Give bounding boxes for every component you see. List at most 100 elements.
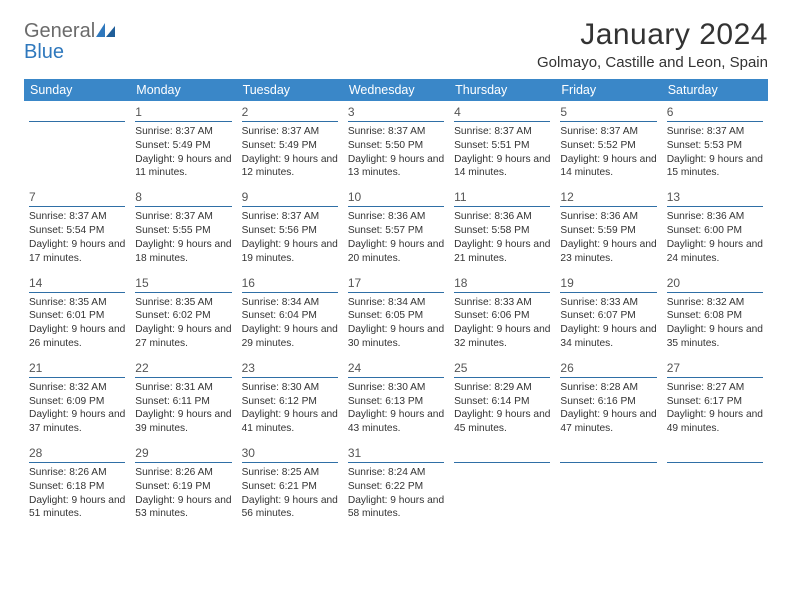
- daylight-text: Daylight: 9 hours and 56 minutes.: [242, 494, 338, 522]
- calendar-day-cell: 11Sunrise: 8:36 AMSunset: 5:58 PMDayligh…: [449, 186, 555, 271]
- sunrise-text: Sunrise: 8:37 AM: [135, 210, 231, 224]
- logo-text-general: General: [24, 20, 95, 42]
- daylight-text: Daylight: 9 hours and 43 minutes.: [348, 408, 444, 436]
- brand-logo: General Blue: [24, 18, 117, 63]
- day-number: 3: [348, 104, 444, 122]
- sunrise-text: Sunrise: 8:35 AM: [29, 296, 125, 310]
- sunrise-text: Sunrise: 8:26 AM: [135, 466, 231, 480]
- daylight-text: Daylight: 9 hours and 23 minutes.: [560, 238, 656, 266]
- day-number: 2: [242, 104, 338, 122]
- month-title: January 2024: [537, 18, 768, 52]
- sunrise-text: Sunrise: 8:36 AM: [560, 210, 656, 224]
- daylight-text: Daylight: 9 hours and 18 minutes.: [135, 238, 231, 266]
- calendar-day-cell: 17Sunrise: 8:34 AMSunset: 6:05 PMDayligh…: [343, 272, 449, 357]
- calendar-day-cell: 25Sunrise: 8:29 AMSunset: 6:14 PMDayligh…: [449, 357, 555, 442]
- daylight-text: Daylight: 9 hours and 19 minutes.: [242, 238, 338, 266]
- sunset-text: Sunset: 5:50 PM: [348, 139, 444, 153]
- daylight-text: Daylight: 9 hours and 27 minutes.: [135, 323, 231, 351]
- sunset-text: Sunset: 6:12 PM: [242, 395, 338, 409]
- sunrise-text: Sunrise: 8:28 AM: [560, 381, 656, 395]
- sunrise-text: Sunrise: 8:33 AM: [454, 296, 550, 310]
- sunrise-text: Sunrise: 8:37 AM: [135, 125, 231, 139]
- sunset-text: Sunset: 6:08 PM: [667, 309, 763, 323]
- sunrise-text: Sunrise: 8:37 AM: [454, 125, 550, 139]
- sunset-text: Sunset: 5:55 PM: [135, 224, 231, 238]
- calendar-day-cell: 14Sunrise: 8:35 AMSunset: 6:01 PMDayligh…: [24, 272, 130, 357]
- page-header: General Blue January 2024 Golmayo, Casti…: [24, 18, 768, 71]
- day-number: 14: [29, 275, 125, 293]
- sunset-text: Sunset: 6:16 PM: [560, 395, 656, 409]
- calendar-table: SundayMondayTuesdayWednesdayThursdayFrid…: [24, 79, 768, 527]
- daylight-text: Daylight: 9 hours and 20 minutes.: [348, 238, 444, 266]
- calendar-day-cell: 2Sunrise: 8:37 AMSunset: 5:49 PMDaylight…: [237, 101, 343, 186]
- sunset-text: Sunset: 5:51 PM: [454, 139, 550, 153]
- day-number: 1: [135, 104, 231, 122]
- calendar-day-cell: 22Sunrise: 8:31 AMSunset: 6:11 PMDayligh…: [130, 357, 236, 442]
- sunrise-text: Sunrise: 8:37 AM: [348, 125, 444, 139]
- sunrise-text: Sunrise: 8:37 AM: [29, 210, 125, 224]
- sunrise-text: Sunrise: 8:36 AM: [667, 210, 763, 224]
- calendar-day-cell: 10Sunrise: 8:36 AMSunset: 5:57 PMDayligh…: [343, 186, 449, 271]
- sunset-text: Sunset: 6:14 PM: [454, 395, 550, 409]
- sunrise-text: Sunrise: 8:33 AM: [560, 296, 656, 310]
- day-number: 5: [560, 104, 656, 122]
- calendar-day-cell: 8 Sunrise: 8:37 AMSunset: 5:55 PMDaylight…: [130, 186, 236, 271]
- sunrise-text: Sunrise: 8:30 AM: [242, 381, 338, 395]
- daylight-text: Daylight: 9 hours and 58 minutes.: [348, 494, 444, 522]
- daylight-text: Daylight: 9 hours and 34 minutes.: [560, 323, 656, 351]
- calendar-header-row: SundayMondayTuesdayWednesdayThursdayFrid…: [24, 79, 768, 101]
- daylight-text: Daylight: 9 hours and 39 minutes.: [135, 408, 231, 436]
- calendar-day-cell: [555, 442, 661, 527]
- daylight-text: Daylight: 9 hours and 37 minutes.: [29, 408, 125, 436]
- calendar-day-cell: 13Sunrise: 8:36 AMSunset: 6:00 PMDayligh…: [662, 186, 768, 271]
- day-number: 17: [348, 275, 444, 293]
- calendar-week-row: 7Sunrise: 8:37 AMSunset: 5:54 PMDaylight…: [24, 186, 768, 271]
- sunset-text: Sunset: 6:00 PM: [667, 224, 763, 238]
- sunrise-text: Sunrise: 8:37 AM: [242, 210, 338, 224]
- logo-text-blue: Blue: [24, 41, 64, 63]
- sunset-text: Sunset: 6:05 PM: [348, 309, 444, 323]
- calendar-day-cell: [449, 442, 555, 527]
- title-block: January 2024 Golmayo, Castille and Leon,…: [537, 18, 768, 71]
- sunrise-text: Sunrise: 8:37 AM: [560, 125, 656, 139]
- sunrise-text: Sunrise: 8:25 AM: [242, 466, 338, 480]
- sunrise-text: Sunrise: 8:32 AM: [667, 296, 763, 310]
- sunrise-text: Sunrise: 8:26 AM: [29, 466, 125, 480]
- calendar-day-cell: 5Sunrise: 8:37 AMSunset: 5:52 PMDaylight…: [555, 101, 661, 186]
- day-number: 25: [454, 360, 550, 378]
- day-number: 9: [242, 189, 338, 207]
- day-number: [560, 445, 656, 463]
- calendar-week-row: 28Sunrise: 8:26 AMSunset: 6:18 PMDayligh…: [24, 442, 768, 527]
- sunset-text: Sunset: 5:49 PM: [242, 139, 338, 153]
- sunrise-text: Sunrise: 8:30 AM: [348, 381, 444, 395]
- day-number: 23: [242, 360, 338, 378]
- sunset-text: Sunset: 6:02 PM: [135, 309, 231, 323]
- sunset-text: Sunset: 6:18 PM: [29, 480, 125, 494]
- weekday-header: Wednesday: [343, 79, 449, 101]
- daylight-text: Daylight: 9 hours and 30 minutes.: [348, 323, 444, 351]
- day-number: 31: [348, 445, 444, 463]
- logo-text-block: General Blue: [24, 22, 117, 63]
- weekday-header: Friday: [555, 79, 661, 101]
- day-number: 11: [454, 189, 550, 207]
- day-number: 7: [29, 189, 125, 207]
- sunset-text: Sunset: 5:49 PM: [135, 139, 231, 153]
- calendar-day-cell: 9Sunrise: 8:37 AMSunset: 5:56 PMDaylight…: [237, 186, 343, 271]
- sunset-text: Sunset: 6:17 PM: [667, 395, 763, 409]
- day-number: 8: [135, 189, 231, 207]
- weekday-header: Tuesday: [237, 79, 343, 101]
- calendar-day-cell: 1 Sunrise: 8:37 AMSunset: 5:49 PMDaylight…: [130, 101, 236, 186]
- sunrise-text: Sunrise: 8:37 AM: [242, 125, 338, 139]
- sunset-text: Sunset: 6:22 PM: [348, 480, 444, 494]
- sunrise-text: Sunrise: 8:35 AM: [135, 296, 231, 310]
- daylight-text: Daylight: 9 hours and 29 minutes.: [242, 323, 338, 351]
- sunrise-text: Sunrise: 8:32 AM: [29, 381, 125, 395]
- calendar-week-row: 21Sunrise: 8:32 AMSunset: 6:09 PMDayligh…: [24, 357, 768, 442]
- daylight-text: Daylight: 9 hours and 11 minutes.: [135, 153, 231, 181]
- calendar-day-cell: 27Sunrise: 8:27 AMSunset: 6:17 PMDayligh…: [662, 357, 768, 442]
- day-number: 12: [560, 189, 656, 207]
- sunset-text: Sunset: 5:53 PM: [667, 139, 763, 153]
- daylight-text: Daylight: 9 hours and 17 minutes.: [29, 238, 125, 266]
- sunrise-text: Sunrise: 8:29 AM: [454, 381, 550, 395]
- day-number: 10: [348, 189, 444, 207]
